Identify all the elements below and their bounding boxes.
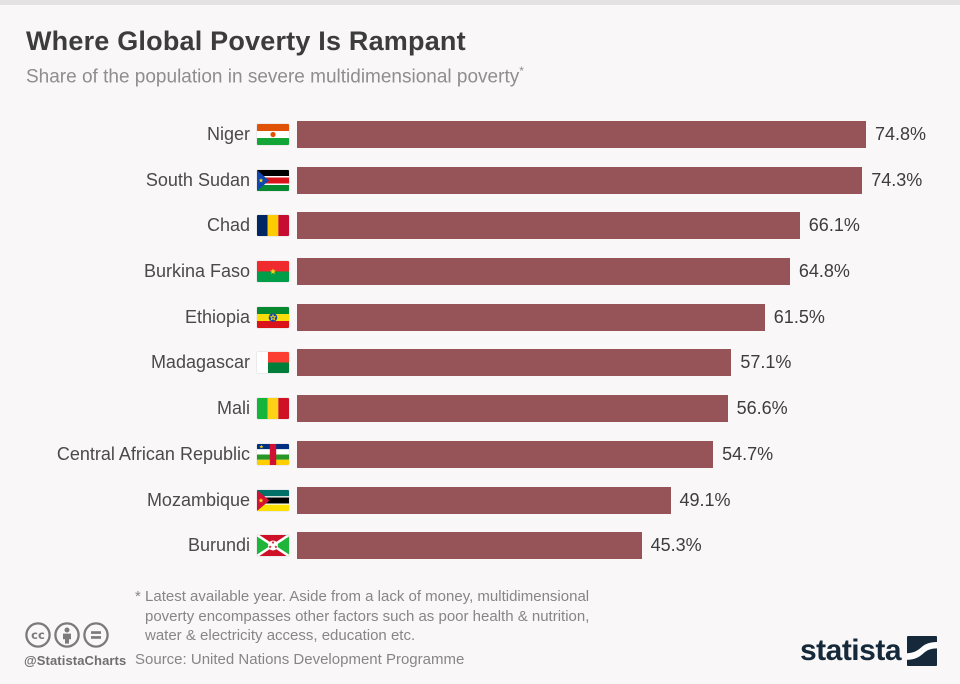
- top-strip: [0, 0, 960, 5]
- bar: [297, 166, 863, 194]
- footnote-text-1: Latest available year. Aside from a lack…: [145, 588, 590, 605]
- bar-value-label: 56.6%: [736, 398, 788, 419]
- footnote-marker: *: [519, 64, 524, 78]
- country-label: Central African Republic: [56, 443, 250, 464]
- country-label: South Sudan: [145, 169, 250, 190]
- burkina-faso-flag-icon: [257, 261, 289, 283]
- chart-row: Burkina Faso 64.8%: [25, 258, 960, 286]
- bar: [297, 212, 800, 240]
- burundi-flag-icon: [257, 535, 289, 557]
- chart-row: Chad 66.1%: [25, 212, 960, 240]
- bar: [297, 303, 765, 331]
- footnote-marker-inline: *: [135, 588, 141, 605]
- bar: [297, 349, 732, 377]
- bar: [297, 532, 642, 560]
- niger-flag-icon: [257, 124, 289, 145]
- mali-flag-icon: [257, 398, 289, 420]
- bar-value-label: 74.3%: [871, 169, 923, 190]
- bar: [297, 121, 866, 148]
- footnote-line-2: poverty encompasses other factors such a…: [145, 607, 590, 625]
- country-label: Burundi: [187, 535, 250, 556]
- ethiopia-flag-icon: [257, 306, 289, 328]
- footnote-line-1: * Latest available year. Aside from a la…: [135, 587, 589, 607]
- country-label: Madagascar: [150, 352, 250, 373]
- country-label: Ethiopia: [184, 306, 250, 327]
- source-text: Source: United Nations Development Progr…: [135, 651, 465, 668]
- bar-value-label: 57.1%: [740, 352, 792, 373]
- page-subtitle: Share of the population in severe multid…: [26, 64, 524, 88]
- bar: [297, 258, 790, 286]
- bar-value-label: 66.1%: [808, 215, 860, 236]
- bar-value-label: 61.5%: [773, 306, 825, 327]
- central-african-republic-flag-icon: [257, 443, 289, 465]
- south-sudan-flag-icon: [257, 169, 289, 191]
- chart-row: South Sudan 74.3%: [25, 166, 960, 194]
- page-title: Where Global Poverty Is Rampant: [26, 26, 466, 56]
- bar: [297, 486, 671, 514]
- chart-row: Burundi 45.3%: [25, 532, 960, 560]
- country-label: Burkina Faso: [143, 261, 250, 282]
- bar-value-label: 54.7%: [722, 443, 774, 464]
- attribution-icon: [54, 622, 80, 648]
- chart-row: Mozambique 49.1%: [25, 486, 960, 514]
- bar-value-label: 45.3%: [650, 535, 702, 556]
- chart-row: Mali 56.6%: [25, 395, 960, 423]
- bar: [297, 395, 728, 423]
- country-label: Chad: [206, 215, 250, 236]
- bar-value-label: 74.8%: [875, 124, 927, 144]
- chart-row: Ethiopia 61.5%: [25, 303, 960, 331]
- equals-icon: [83, 622, 109, 648]
- statista-logo: statista: [800, 634, 937, 668]
- license-icons: cc: [25, 622, 109, 648]
- svg-text:cc: cc: [31, 628, 45, 642]
- country-label: Mali: [216, 398, 250, 419]
- madagascar-flag-icon: [257, 352, 289, 374]
- chart-row: Niger 74.8%: [25, 121, 960, 148]
- creative-commons-icon: cc: [25, 622, 51, 648]
- footnote: * Latest available year. Aside from a la…: [135, 587, 589, 646]
- footnote-line-3: water & electricity access, education et…: [145, 627, 416, 644]
- country-label: Niger: [206, 124, 250, 144]
- mozambique-flag-icon: [257, 489, 289, 511]
- statista-logo-icon: [907, 636, 937, 666]
- bar: [297, 440, 714, 468]
- bar-chart: Niger 74.8% South Sudan 74.3% Chad 66.1% Burki…: [25, 121, 960, 578]
- country-label: Mozambique: [146, 489, 250, 510]
- chart-row: Central African Republic 54.7%: [25, 440, 960, 468]
- subtitle-text: Share of the population in severe multid…: [26, 66, 520, 88]
- statista-logo-text: statista: [799, 634, 902, 667]
- chart-row: Madagascar 57.1%: [25, 349, 960, 377]
- statista-charts-handle: @StatistaCharts: [24, 653, 127, 668]
- bar-value-label: 49.1%: [679, 489, 731, 510]
- bar-value-label: 64.8%: [798, 261, 850, 282]
- chad-flag-icon: [257, 215, 289, 237]
